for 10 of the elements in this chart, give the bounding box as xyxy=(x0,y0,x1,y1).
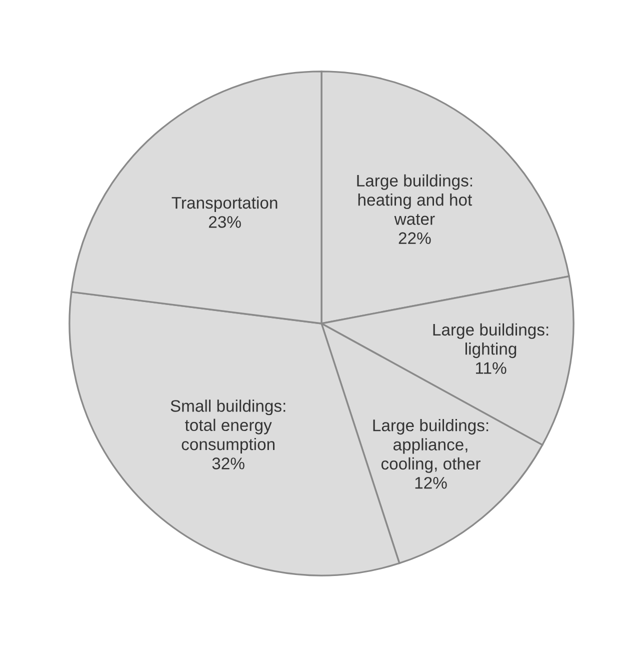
slice-label: Large buildings: appliance, cooling, other xyxy=(373,419,488,473)
slice-label: Large buildings: heating and hot water xyxy=(357,174,472,225)
slice-label: Large buildings: lighting xyxy=(433,323,548,358)
data-label: 22% xyxy=(398,232,431,244)
data-label: 11% xyxy=(476,362,506,374)
data-label: 23% xyxy=(208,216,241,228)
slice-label: Transportation xyxy=(172,196,278,212)
data-label: 32% xyxy=(212,458,244,470)
slice-label: Small buildings: total energy consumption xyxy=(170,400,286,454)
data-label: 12% xyxy=(415,476,447,489)
